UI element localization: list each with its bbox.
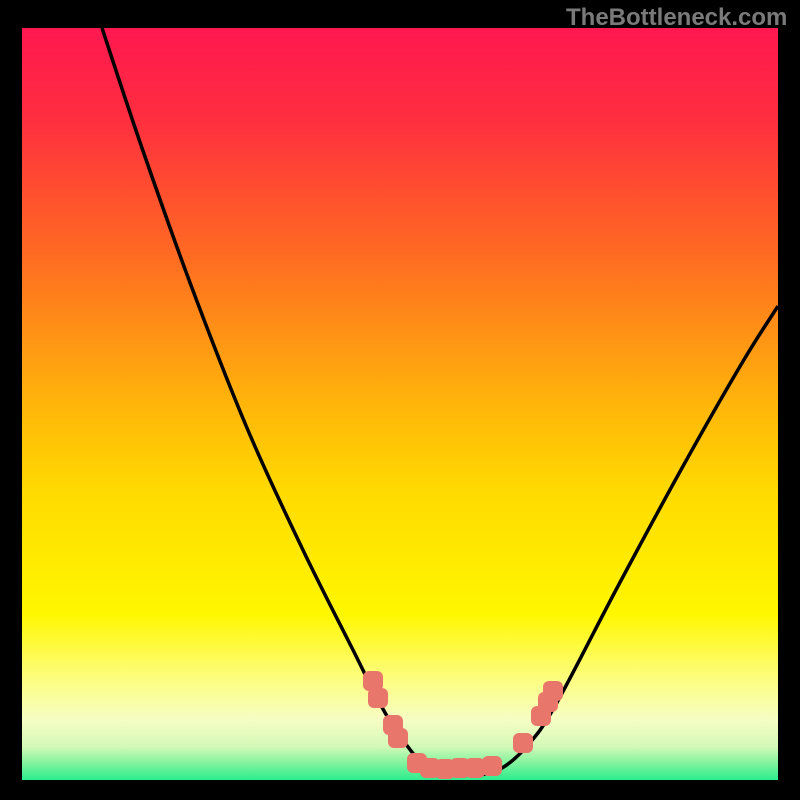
marker-point [543, 681, 563, 701]
marker-point [388, 728, 408, 748]
marker-point [368, 688, 388, 708]
marker-point [482, 756, 502, 776]
plot-area [22, 28, 778, 780]
chart-svg [0, 0, 800, 800]
watermark-text: TheBottleneck.com [566, 4, 787, 32]
marker-point [513, 733, 533, 753]
